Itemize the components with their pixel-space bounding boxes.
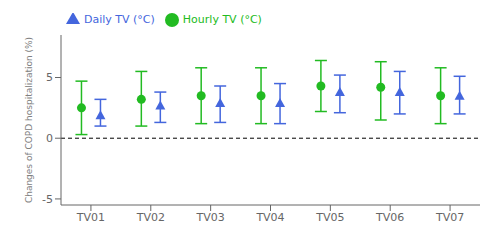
svg-text:TV05: TV05	[315, 211, 344, 224]
svg-text:TV04: TV04	[255, 211, 284, 224]
svg-text:TV07: TV07	[435, 211, 464, 224]
svg-text:TV03: TV03	[196, 211, 225, 224]
svg-text:TV01: TV01	[76, 211, 105, 224]
html-text:Daily TV (°C): Daily TV (°C)	[84, 13, 155, 26]
svg-text:Changes of COPD hospitalizatio: Changes of COPD hospitalization (%)	[24, 37, 34, 203]
svg-text:TV06: TV06	[375, 211, 404, 224]
html-text:Hourly TV (°C): Hourly TV (°C)	[182, 13, 262, 26]
svg-text:5: 5	[46, 71, 53, 84]
svg-text:-5: -5	[42, 193, 53, 206]
svg-text:0: 0	[46, 132, 53, 145]
svg-text:TV02: TV02	[136, 211, 165, 224]
